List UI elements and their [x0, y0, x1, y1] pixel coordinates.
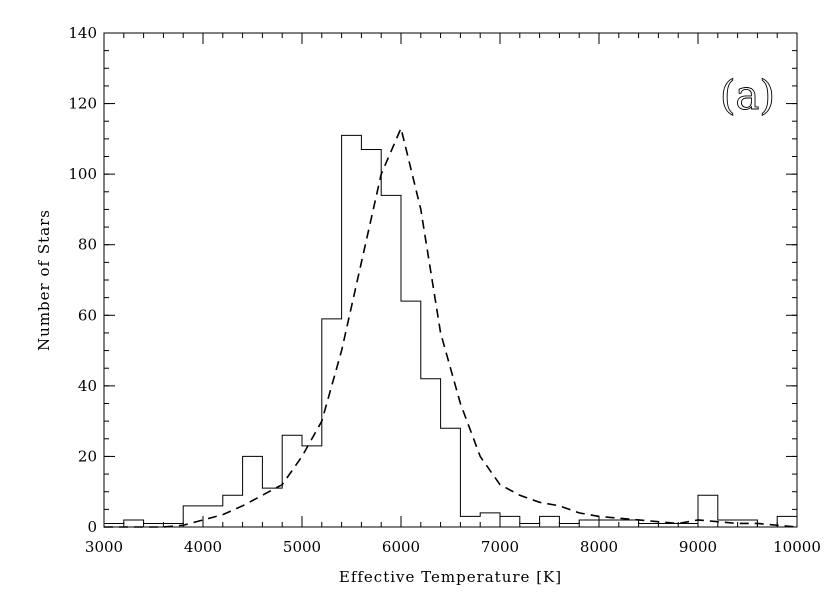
minor-ticks [103, 32, 798, 528]
x-tick-label: 8000 [580, 538, 618, 556]
x-tick-label: 7000 [481, 538, 519, 556]
y-tick-label: 40 [78, 377, 97, 395]
x-tick-labels: 3000 4000 5000 6000 7000 8000 9000 10000 [85, 538, 821, 556]
x-tick-label: 9000 [679, 538, 717, 556]
x-tick-label: 6000 [382, 538, 420, 556]
y-tick-label: 140 [68, 24, 97, 42]
y-tick-label: 0 [87, 518, 97, 536]
major-ticks [103, 32, 798, 528]
y-axis-label: Number of Stars [35, 209, 53, 351]
x-tick-label: 3000 [85, 538, 123, 556]
x-tick-label: 10000 [773, 538, 821, 556]
y-tick-labels: 0 20 40 60 80 100 120 140 [68, 24, 97, 536]
x-axis-label: Effective Temperature [K] [339, 568, 562, 586]
y-tick-label: 120 [68, 95, 97, 113]
model-dashed-curve [104, 125, 798, 528]
x-tick-label: 5000 [283, 538, 321, 556]
y-tick-label: 80 [78, 236, 97, 254]
histogram-step-series [104, 134, 797, 528]
y-tick-label: 20 [78, 447, 97, 465]
plot-frame [103, 32, 798, 528]
y-tick-label: 100 [68, 165, 97, 183]
panel-label: (a) [720, 73, 775, 119]
x-tick-label: 4000 [184, 538, 222, 556]
y-tick-label: 60 [78, 306, 97, 324]
